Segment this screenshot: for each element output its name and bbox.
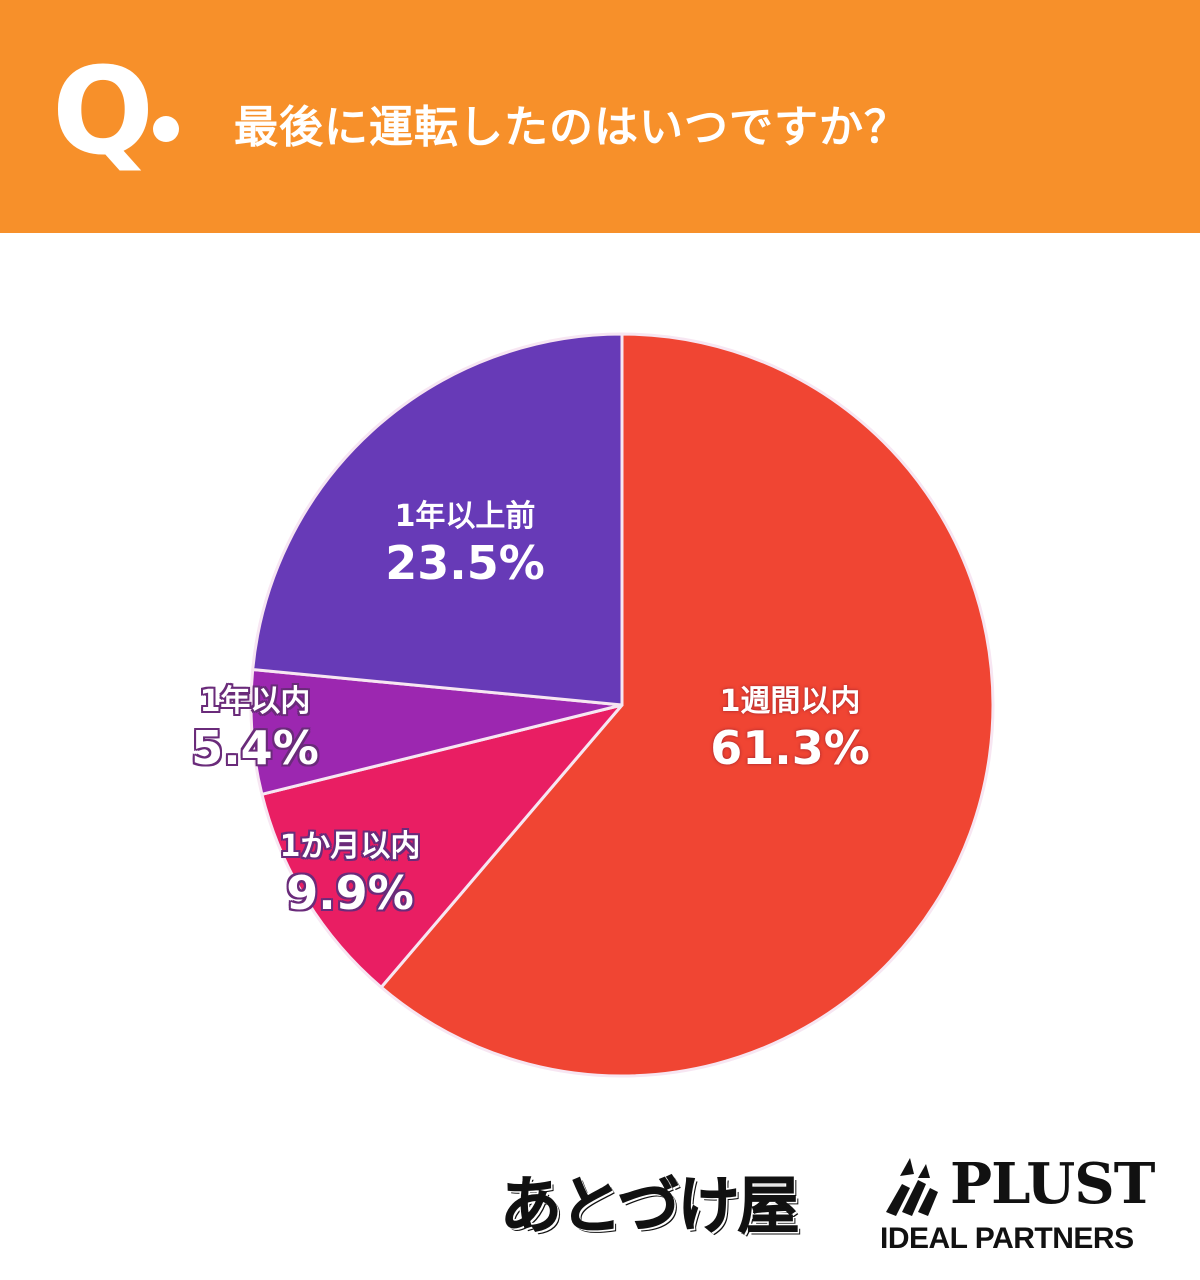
slice-label-over1year: 1年以上前 23.5%	[360, 498, 570, 590]
slice-label-value: 9.9%	[286, 866, 414, 920]
slice-label-value: 61.3%	[710, 721, 870, 775]
pie-slice	[379, 332, 995, 1078]
slice-label-category: 1週間以内	[719, 684, 861, 719]
slice-label-1month: 1か月以内 9.9%	[250, 828, 450, 920]
question-q-dot	[153, 116, 179, 142]
plust-arrows-icon	[886, 1158, 938, 1216]
question-q-label: Q	[52, 43, 154, 182]
slice-label-value: 5.4%	[191, 721, 319, 775]
pie-chart-svg	[249, 332, 995, 1078]
pie-slice	[260, 703, 624, 989]
question-header: Q 最後に運転したのはいつですか？	[0, 0, 1200, 233]
slice-label-1year: 1年以内 5.4%	[165, 683, 345, 775]
slice-label-value: 23.5%	[385, 536, 545, 590]
slice-label-category: 1年以上前	[394, 499, 536, 534]
plust-subtitle: IDEAL PARTNERS	[880, 1222, 1134, 1255]
pie-chart: 1週間以内 61.3% 1か月以内 9.9% 1年以内 5.4% 1年以上前 2…	[0, 233, 1200, 1133]
slice-label-category: 1か月以内	[279, 829, 421, 864]
atozukeya-logo: あとづけ屋	[500, 1169, 801, 1243]
slice-label-1week: 1週間以内 61.3%	[690, 683, 890, 775]
plust-logo: PLUST IDEAL PARTNERS	[880, 1150, 1170, 1260]
plust-wordmark: PLUST	[950, 1151, 1155, 1217]
question-title: 最後に運転したのはいつですか？	[234, 102, 909, 153]
pie-slice	[251, 332, 624, 707]
slice-label-category: 1年以内	[199, 684, 311, 719]
